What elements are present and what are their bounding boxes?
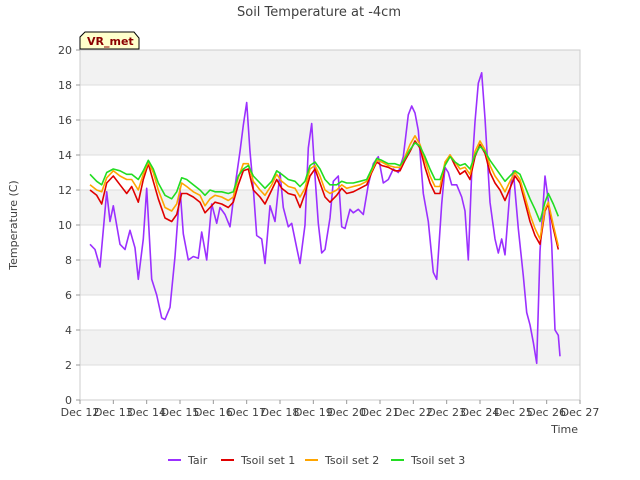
series-line-tsoil-set-1	[89, 140, 560, 250]
y-tick-label: 20	[58, 44, 72, 57]
y-tick-label: 2	[65, 359, 72, 372]
legend-item-tsoil-set-1: Tsoil set 1	[221, 454, 295, 467]
x-tick-label: Dec 20	[327, 406, 366, 419]
x-tick-label: Dec 18	[261, 406, 300, 419]
y-tick-label: 16	[58, 114, 72, 127]
x-tick-label: Dec 12	[61, 406, 100, 419]
badge-label: VR_met	[87, 35, 134, 48]
x-tick-label: Dec 21	[361, 406, 400, 419]
legend-label: Tsoil set 3	[410, 454, 465, 467]
legend-label: Tsoil set 2	[324, 454, 379, 467]
legend-item-tair: Tair	[168, 454, 208, 467]
x-tick-label: Dec 24	[461, 406, 500, 419]
x-tick-label: Dec 13	[94, 406, 133, 419]
badge-box	[79, 31, 140, 50]
x-tick-label: Dec 16	[194, 406, 233, 419]
legend-item-tsoil-set-3: Tsoil set 3	[391, 454, 465, 467]
y-axis-ticks: 0 2 4 6 8 10 12 14 16 18 20	[58, 44, 80, 407]
x-tick-label: Dec 26	[527, 406, 566, 419]
y-tick-label: 12	[58, 184, 72, 197]
series-line-tair	[89, 72, 561, 365]
legend: Tair Tsoil set 1 Tsoil set 2 Tsoil set 3	[168, 454, 465, 467]
y-tick-label: 6	[65, 289, 72, 302]
series-lines	[89, 72, 561, 365]
x-tick-label: Dec 19	[294, 406, 333, 419]
x-axis-label: Time	[550, 423, 578, 436]
y-tick-label: 10	[58, 219, 72, 232]
x-tick-label: Dec 25	[494, 406, 533, 419]
y-tick-label: 8	[65, 254, 72, 267]
x-tick-label: Dec 27	[561, 406, 600, 419]
x-tick-label: Dec 22	[394, 406, 433, 419]
y-tick-label: 4	[65, 324, 72, 337]
x-tick-label: Dec 23	[427, 406, 466, 419]
grid-band	[80, 50, 580, 85]
station-badge: VR_met	[79, 31, 140, 50]
grid-band	[80, 330, 580, 365]
legend-item-tsoil-set-2: Tsoil set 2	[305, 454, 379, 467]
x-tick-label: Dec 17	[227, 406, 266, 419]
y-tick-label: 0	[65, 394, 72, 407]
y-tick-label: 14	[58, 149, 72, 162]
x-tick-label: Dec 14	[127, 406, 166, 419]
series-line-tsoil-set-3	[89, 142, 560, 223]
legend-label: Tair	[187, 454, 208, 467]
grid-band	[80, 120, 580, 155]
y-axis-label: Temperature (C)	[7, 180, 20, 270]
chart-title: Soil Temperature at -4cm	[237, 5, 401, 20]
grid-band	[80, 260, 580, 295]
x-tick-label: Dec 15	[161, 406, 200, 419]
y-tick-label: 18	[58, 79, 72, 92]
series-line-tsoil-set-2	[89, 135, 560, 247]
legend-label: Tsoil set 1	[240, 454, 295, 467]
